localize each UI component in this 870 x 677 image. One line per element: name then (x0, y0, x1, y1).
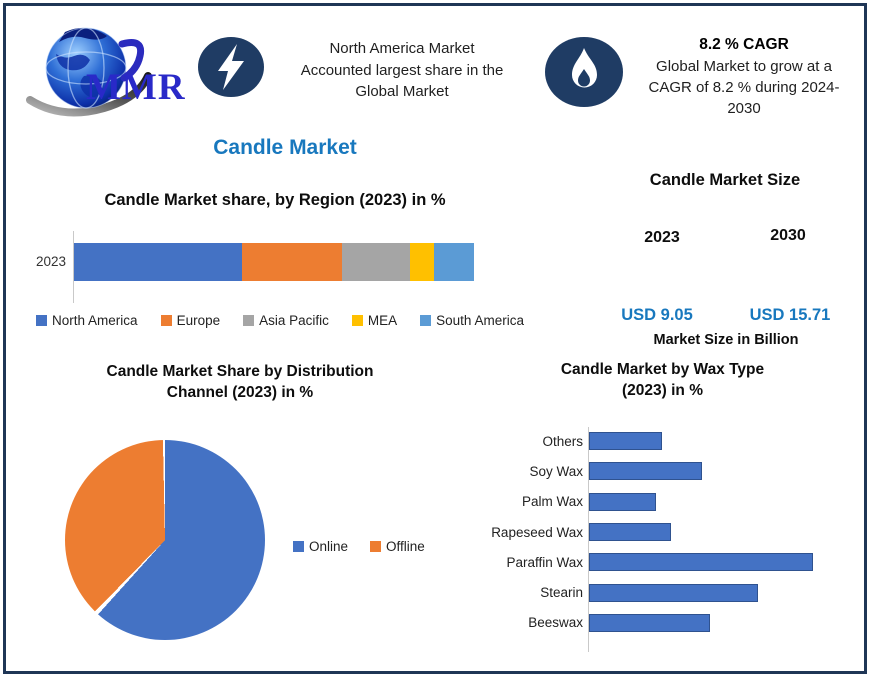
wax-label-beeswax: Beeswax (528, 615, 583, 631)
wax-label-palm-wax: Palm Wax (521, 494, 583, 510)
wax-row-rapeseed-wax: Rapeseed Wax (470, 517, 860, 547)
page-border-frame (3, 3, 867, 674)
na-line-1: North America Market (329, 40, 475, 57)
wax-label-rapeseed-wax: Rapeseed Wax (491, 524, 583, 540)
wax-bar-paraffin-wax (589, 553, 813, 572)
logo-text: MMR (86, 67, 186, 108)
legend-label-asia-pacific: Asia Pacific (259, 313, 329, 328)
pie-chart-title: Candle Market Share by Distribution Chan… (70, 361, 410, 403)
legend-item-offline: Offline (370, 539, 425, 554)
wax-row-palm-wax: Palm Wax (470, 487, 860, 517)
market-size-value-2023: USD 9.05 (621, 306, 693, 324)
na-line-2: Accounted largest share in the (300, 61, 504, 79)
legend-swatch-europe (160, 315, 172, 326)
region-segment-north-america (74, 243, 242, 281)
cagr-line-2: CAGR of 8.2 % during 2024- (648, 79, 840, 96)
pie-legend: Online Offline (293, 539, 425, 554)
wax-bar-others (589, 432, 662, 451)
wax-bar-soy-wax (589, 462, 702, 481)
legend-swatch-north-america (36, 315, 48, 326)
legend-item-south-america: South America (420, 313, 524, 328)
wax-label-paraffin-wax: Paraffin Wax (506, 554, 583, 570)
wax-row-beeswax: Beeswax (470, 608, 860, 638)
wax-chart-title: Candle Market by Wax Type (2023) in % (540, 359, 785, 401)
header-na-text: North America Market Accounted largest s… (272, 38, 532, 103)
cagr-line-1: Global Market to grow at a (656, 58, 832, 75)
na-line-3: Global Market (355, 83, 449, 100)
market-size-value-2030: USD 15.71 (749, 306, 831, 324)
mmr-logo: MMR (26, 24, 201, 120)
legend-swatch-offline (370, 541, 382, 552)
region-segment-mea (410, 243, 434, 281)
page-title: Candle Market (213, 136, 357, 159)
market-size-footnote: Market Size in Billion (653, 332, 799, 348)
wax-row-paraffin-wax: Paraffin Wax (470, 547, 860, 577)
globe-icon (26, 27, 152, 117)
legend-item-online: Online (293, 539, 348, 554)
wax-bar-palm-wax (589, 492, 657, 511)
legend-item-north-america: North America (36, 313, 138, 328)
region-chart-axis (73, 231, 74, 303)
wax-bar-rapeseed-wax (589, 523, 672, 542)
pie-title-line-2: Channel (2023) in % (166, 384, 314, 401)
cagr-line-3: 2030 (727, 100, 761, 117)
wax-title-line-2: (2023) in % (622, 382, 703, 399)
legend-label-mea: MEA (367, 313, 398, 328)
legend-label-europe: Europe (176, 313, 221, 328)
legend-swatch-mea (351, 315, 363, 326)
wax-rows: Others Soy Wax Palm Wax Rapeseed Wax Paraffi… (470, 426, 860, 638)
wax-title-line-1: Candle Market by Wax Type (560, 361, 765, 378)
legend-label-offline: Offline (386, 539, 425, 554)
flame-icon (545, 37, 623, 107)
wax-label-stearin: Stearin (540, 585, 583, 601)
region-segment-asia-pacific (342, 243, 410, 281)
market-size-year-2023: 2023 (644, 229, 680, 246)
region-stacked-bar (74, 243, 474, 281)
market-size-title: Candle Market Size (649, 171, 801, 189)
legend-item-asia-pacific: Asia Pacific (243, 313, 329, 328)
region-chart-title: Candle Market share, by Region (2023) in… (104, 191, 446, 209)
lightning-icon (198, 37, 264, 97)
region-segment-south-america (434, 243, 474, 281)
wax-label-soy-wax: Soy Wax (529, 463, 583, 479)
region-chart-ylabel: 2023 (35, 254, 66, 269)
cagr-title: 8.2 % CAGR (699, 36, 789, 53)
legend-swatch-online (293, 541, 304, 552)
legend-swatch-asia-pacific (243, 315, 255, 326)
wax-bar-beeswax (589, 613, 711, 632)
legend-label-south-america: South America (436, 313, 524, 328)
wax-label-others: Others (542, 433, 583, 449)
legend-label-north-america: North America (52, 313, 138, 328)
region-segment-europe (242, 243, 342, 281)
wax-bar-stearin (589, 583, 758, 602)
wax-chart-axis (588, 427, 589, 652)
distribution-pie (65, 440, 265, 640)
wax-row-others: Others (470, 426, 860, 456)
region-legend: North America Europe Asia Pacific MEA South … (25, 313, 535, 328)
legend-item-europe: Europe (160, 313, 221, 328)
wax-row-stearin: Stearin (470, 577, 860, 607)
pie-title-line-1: Candle Market Share by Distribution (106, 363, 374, 380)
header-cagr-text: 8.2 % CAGR Global Market to grow at a CA… (626, 34, 862, 119)
legend-swatch-south-america (420, 315, 432, 326)
wax-row-soy-wax: Soy Wax (470, 456, 860, 486)
legend-label-online: Online (309, 539, 349, 554)
market-size-year-2030: 2030 (770, 227, 806, 244)
legend-item-mea: MEA (351, 313, 398, 328)
